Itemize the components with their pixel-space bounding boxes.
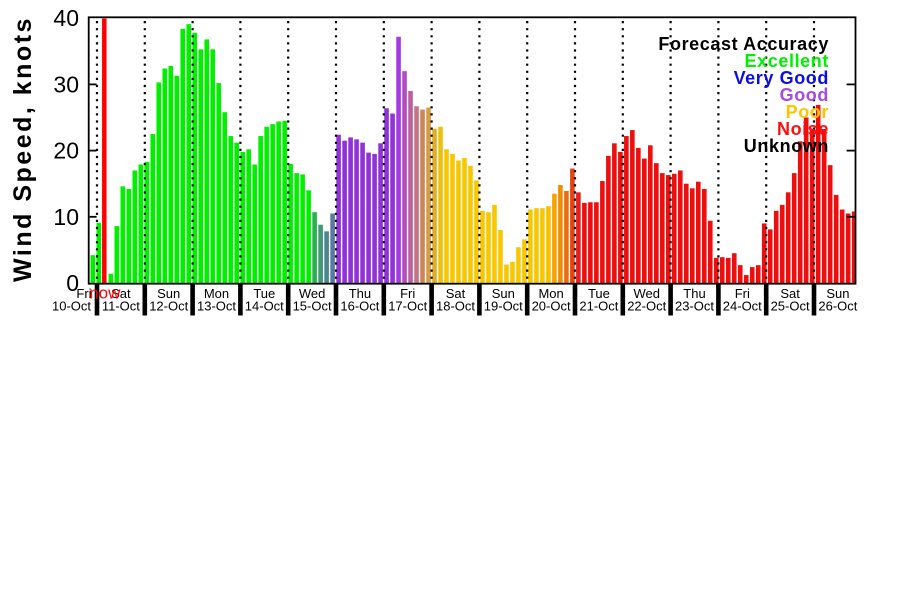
svg-text:Sat: Sat xyxy=(446,286,466,301)
svg-text:Tue: Tue xyxy=(588,286,610,301)
svg-text:Poor: Poor xyxy=(786,102,829,122)
svg-text:Wed: Wed xyxy=(633,286,660,301)
svg-text:Tue: Tue xyxy=(253,286,275,301)
svg-text:Fri: Fri xyxy=(400,286,415,301)
svg-text:20-Oct: 20-Oct xyxy=(532,299,571,314)
svg-text:18-Oct: 18-Oct xyxy=(436,299,475,314)
svg-text:25-Oct: 25-Oct xyxy=(771,299,810,314)
svg-text:Sat: Sat xyxy=(111,286,131,301)
svg-text:12-Oct: 12-Oct xyxy=(149,299,188,314)
svg-text:40: 40 xyxy=(53,5,79,31)
svg-text:Good: Good xyxy=(780,85,829,105)
svg-text:Sun: Sun xyxy=(157,286,180,301)
svg-text:Sun: Sun xyxy=(492,286,515,301)
svg-text:21-Oct: 21-Oct xyxy=(579,299,618,314)
svg-text:23-Oct: 23-Oct xyxy=(675,299,714,314)
svg-text:now: now xyxy=(89,283,121,302)
svg-text:Noise: Noise xyxy=(777,119,829,139)
svg-text:30: 30 xyxy=(53,71,79,97)
svg-text:20: 20 xyxy=(53,138,79,164)
svg-text:22-Oct: 22-Oct xyxy=(627,299,666,314)
svg-text:Fri: Fri xyxy=(735,286,750,301)
svg-text:24-Oct: 24-Oct xyxy=(723,299,762,314)
svg-text:Thu: Thu xyxy=(349,286,371,301)
svg-text:Wind Speed, knots: Wind Speed, knots xyxy=(9,16,37,282)
svg-text:Excellent: Excellent xyxy=(745,51,829,71)
svg-text:Thu: Thu xyxy=(683,286,705,301)
svg-text:10: 10 xyxy=(53,204,79,230)
svg-text:10-Oct: 10-Oct xyxy=(52,299,91,314)
svg-text:15-Oct: 15-Oct xyxy=(293,299,332,314)
svg-text:16-Oct: 16-Oct xyxy=(340,299,379,314)
svg-text:26-Oct: 26-Oct xyxy=(818,299,857,314)
svg-text:Sat: Sat xyxy=(780,286,800,301)
svg-text:Fri: Fri xyxy=(76,286,91,301)
svg-text:19-Oct: 19-Oct xyxy=(484,299,523,314)
svg-text:14-Oct: 14-Oct xyxy=(245,299,284,314)
svg-text:17-Oct: 17-Oct xyxy=(388,299,427,314)
svg-text:Very Good: Very Good xyxy=(734,68,829,88)
svg-text:0: 0 xyxy=(66,270,79,296)
svg-text:Sun: Sun xyxy=(826,286,849,301)
svg-text:Mon: Mon xyxy=(538,286,563,301)
svg-text:Forecast Accuracy: Forecast Accuracy xyxy=(658,34,829,54)
svg-text:Mon: Mon xyxy=(204,286,229,301)
svg-text:Wed: Wed xyxy=(299,286,326,301)
svg-text:11-Oct: 11-Oct xyxy=(102,299,140,314)
svg-text:Unknown: Unknown xyxy=(744,136,829,156)
svg-text:13-Oct: 13-Oct xyxy=(197,299,236,314)
